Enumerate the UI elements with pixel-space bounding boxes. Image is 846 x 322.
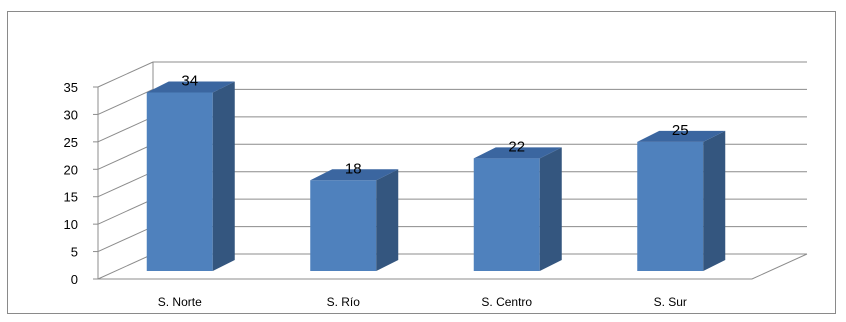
- data-label: 34: [181, 72, 198, 89]
- y-tick-label: 20: [64, 162, 78, 177]
- x-category-label: S. Río: [327, 295, 361, 309]
- data-labels: 34 18 22 25: [181, 72, 688, 177]
- bar: [637, 130, 726, 271]
- bar-front: [310, 180, 377, 271]
- y-tick-label: 0: [71, 272, 78, 287]
- x-axis-labels: S. Norte S. Río S. Centro S. Sur: [158, 295, 687, 309]
- bar: [310, 169, 399, 271]
- bar-front: [473, 158, 540, 271]
- bar-front: [146, 92, 213, 271]
- bar-top: [637, 130, 726, 142]
- bar-side: [703, 130, 726, 271]
- grid-line: [97, 253, 154, 280]
- bar-top: [473, 147, 562, 159]
- y-tick-label: 35: [64, 80, 78, 95]
- bar-side: [376, 169, 399, 271]
- data-label: 22: [508, 138, 525, 155]
- data-label: 18: [345, 160, 362, 177]
- x-category-label: S. Sur: [654, 295, 687, 309]
- bar-side: [212, 81, 235, 271]
- bar-top: [146, 81, 235, 93]
- y-tick-label: 10: [64, 217, 78, 232]
- bar-front: [637, 141, 704, 271]
- grid-line: [97, 61, 807, 88]
- bar: [473, 147, 562, 271]
- x-category-label: S. Norte: [158, 295, 202, 309]
- y-tick-label: 30: [64, 107, 78, 122]
- bar-side: [539, 147, 562, 271]
- bars: [146, 81, 726, 271]
- y-axis-ticks: 0 5 10 15 20 25 30 35: [64, 80, 98, 287]
- y-tick-label: 5: [71, 245, 78, 260]
- data-label: 25: [672, 122, 689, 139]
- bar: [146, 81, 235, 271]
- floor-edge: [98, 253, 808, 280]
- bar-top: [310, 169, 399, 181]
- y-tick-label: 25: [64, 135, 78, 150]
- y-tick-label: 15: [64, 190, 78, 205]
- x-category-label: S. Centro: [481, 295, 532, 309]
